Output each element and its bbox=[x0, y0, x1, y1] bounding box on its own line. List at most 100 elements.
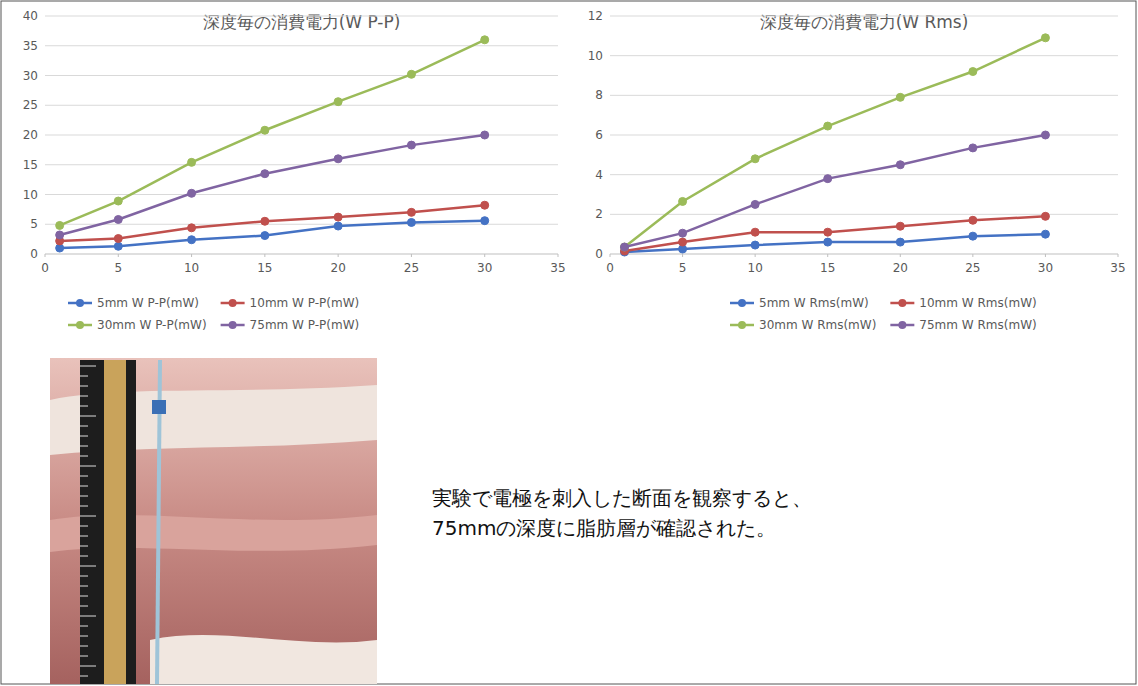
legend-label: 10mm W Rms(mW) bbox=[919, 296, 1036, 310]
photo-ruler-tick bbox=[80, 606, 88, 607]
grid-line bbox=[610, 95, 1118, 96]
series-point bbox=[896, 222, 904, 230]
legend-marker bbox=[76, 299, 84, 307]
photo-ruler-tick bbox=[80, 506, 88, 507]
legend-label: 5mm W Rms(mW) bbox=[759, 296, 869, 310]
x-tick-label: 10 bbox=[748, 261, 763, 275]
series-point bbox=[751, 228, 759, 236]
grid-line bbox=[45, 224, 558, 225]
y-tick-label: 30 bbox=[23, 69, 38, 83]
x-tick bbox=[118, 254, 119, 257]
y-tick-label: 5 bbox=[30, 217, 38, 231]
photo-ruler-tick bbox=[80, 386, 88, 387]
series-point bbox=[896, 161, 904, 169]
photo-ruler bbox=[80, 360, 136, 684]
photo bbox=[50, 358, 377, 684]
x-tick-label: 20 bbox=[893, 261, 908, 275]
x-tick-label: 30 bbox=[477, 261, 492, 275]
grid-line bbox=[610, 174, 1118, 175]
series-point bbox=[751, 200, 759, 208]
x-tick bbox=[558, 254, 559, 257]
legend: 5mm W Rms(mW)10mm W Rms(mW)30mm W Rms(mW… bbox=[730, 296, 1037, 332]
series-point bbox=[969, 216, 977, 224]
series-point bbox=[969, 144, 977, 152]
y-tick-label: 8 bbox=[595, 88, 603, 102]
grid-line bbox=[610, 16, 1118, 17]
legend-marker bbox=[76, 321, 84, 329]
x-tick-label: 25 bbox=[404, 261, 419, 275]
photo-ruler-tick bbox=[80, 666, 96, 667]
photo-fat bbox=[150, 635, 377, 684]
x-tick-label: 35 bbox=[1110, 261, 1125, 275]
plot-area bbox=[56, 36, 489, 252]
x-tick-label: 35 bbox=[550, 261, 565, 275]
photo-ruler-tick bbox=[80, 376, 88, 377]
photo-ruler-tick bbox=[80, 396, 88, 397]
y-tick-label: 6 bbox=[595, 128, 603, 142]
x-tick bbox=[900, 254, 901, 257]
chart-panel: 深度毎の消費電力(W Rms)024681012051015202530355m… bbox=[588, 9, 1126, 332]
y-tick-label: 25 bbox=[23, 98, 38, 112]
grid-line bbox=[45, 254, 558, 255]
series-line bbox=[60, 221, 485, 248]
y-tick-label: 40 bbox=[23, 9, 38, 23]
legend-marker bbox=[229, 299, 237, 307]
series-point bbox=[407, 208, 415, 216]
series-point bbox=[896, 238, 904, 246]
series-point bbox=[407, 218, 415, 226]
series-point bbox=[114, 215, 122, 223]
series-line bbox=[625, 135, 1046, 247]
series-point bbox=[334, 155, 342, 163]
series-point bbox=[334, 213, 342, 221]
grid-line bbox=[610, 254, 1118, 255]
series-point bbox=[114, 197, 122, 205]
series-line bbox=[60, 40, 485, 226]
series-point bbox=[621, 243, 629, 251]
series-line bbox=[625, 38, 1046, 247]
photo-dye bbox=[152, 400, 166, 414]
photo-ruler-wood bbox=[104, 360, 126, 684]
x-tick-label: 5 bbox=[679, 261, 687, 275]
caption: 実験で電極を刺入した断面を観察すると、 bbox=[432, 486, 812, 510]
legend: 5mm W P-P(mW)10mm W P-P(mW)30mm W P-P(mW… bbox=[68, 296, 359, 332]
y-tick-label: 20 bbox=[23, 128, 38, 142]
x-tick bbox=[1118, 254, 1119, 257]
photo-ruler-tick bbox=[80, 586, 88, 587]
x-tick-label: 10 bbox=[184, 261, 199, 275]
photo-ruler-tick bbox=[80, 656, 88, 657]
y-tick-label: 0 bbox=[30, 247, 38, 261]
photo-ruler-tick bbox=[80, 526, 88, 527]
legend-marker bbox=[229, 321, 237, 329]
series-point bbox=[188, 189, 196, 197]
series-point bbox=[188, 236, 196, 244]
series-point bbox=[334, 222, 342, 230]
x-tick bbox=[972, 254, 973, 257]
grid-line bbox=[45, 75, 558, 76]
series-point bbox=[261, 170, 269, 178]
legend-marker bbox=[738, 299, 746, 307]
series-point bbox=[1041, 131, 1049, 139]
caption: 75mmの深度に脂肪層が確認された。 bbox=[432, 516, 776, 540]
series-point bbox=[896, 93, 904, 101]
x-tick bbox=[1045, 254, 1046, 257]
series-point bbox=[679, 229, 687, 237]
x-tick bbox=[610, 254, 611, 257]
frame bbox=[1, 1, 1136, 684]
series-point bbox=[334, 98, 342, 106]
chart-title: 深度毎の消費電力(W P-P) bbox=[203, 12, 401, 32]
series-point bbox=[261, 232, 269, 240]
series-point bbox=[824, 175, 832, 183]
legend-label: 30mm W P-P(mW) bbox=[97, 318, 207, 332]
x-tick-label: 15 bbox=[257, 261, 272, 275]
photo-ruler-tick bbox=[80, 436, 88, 437]
legend-marker bbox=[898, 299, 906, 307]
series-line bbox=[625, 234, 1046, 252]
series-line bbox=[60, 205, 485, 241]
photo-ruler-tick bbox=[80, 406, 88, 407]
photo-ruler-tick bbox=[80, 566, 96, 567]
series-point bbox=[751, 241, 759, 249]
photo-ruler-tick bbox=[80, 676, 88, 677]
photo-ruler-tick bbox=[80, 536, 88, 537]
series-point bbox=[824, 122, 832, 130]
series-point bbox=[481, 36, 489, 44]
